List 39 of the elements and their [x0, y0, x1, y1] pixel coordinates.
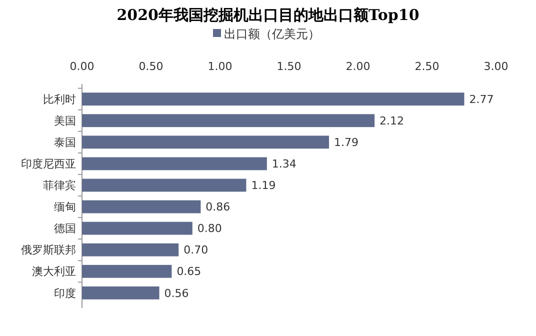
data-label: 2.77	[469, 92, 494, 106]
x-tick-label: 0.50	[138, 60, 164, 73]
bar	[82, 200, 201, 214]
x-tick-label: 0.00	[70, 60, 94, 73]
y-tick-label: 澳大利亚	[32, 265, 76, 278]
bar	[82, 264, 172, 278]
bar	[82, 243, 179, 256]
bar	[82, 222, 192, 235]
y-tick-label: 印度	[54, 286, 76, 300]
chart-title: 2020年我国挖掘机出口目的地出口额Top10	[116, 6, 420, 24]
bar	[82, 136, 330, 149]
y-tick-label: 菲律宾	[43, 179, 76, 192]
data-label: 1.34	[272, 158, 296, 171]
x-tick-label: 1.50	[276, 60, 302, 73]
bar	[82, 92, 464, 106]
x-tick-label: 3.00	[484, 60, 508, 73]
data-label: 0.56	[164, 286, 189, 300]
y-tick-label: 俄罗斯联邦	[21, 244, 76, 257]
data-label: 0.65	[176, 265, 202, 278]
y-tick-label: 泰国	[54, 136, 76, 150]
x-tick-label: 1.00	[208, 60, 232, 73]
y-tick-label: 印度尼西亚	[21, 158, 76, 171]
data-label: 0.70	[184, 244, 208, 257]
bar	[82, 286, 160, 300]
legend-label: 出口额（亿美元）	[224, 27, 320, 41]
x-tick-label: 2.00	[346, 60, 370, 73]
y-tick-label: 缅甸	[54, 200, 76, 214]
data-label: 0.80	[197, 222, 222, 236]
bar	[82, 178, 246, 192]
y-tick-label: 德国	[54, 222, 76, 236]
data-label: 0.86	[206, 200, 230, 214]
y-tick-label: 美国	[54, 114, 76, 128]
bar	[82, 157, 267, 170]
x-tick-label: 2.50	[414, 60, 440, 73]
data-label: 1.19	[251, 179, 276, 192]
bar	[82, 114, 375, 128]
data-label: 2.12	[380, 114, 404, 128]
y-tick-label: 比利时	[43, 92, 76, 106]
data-label: 1.79	[334, 136, 359, 150]
